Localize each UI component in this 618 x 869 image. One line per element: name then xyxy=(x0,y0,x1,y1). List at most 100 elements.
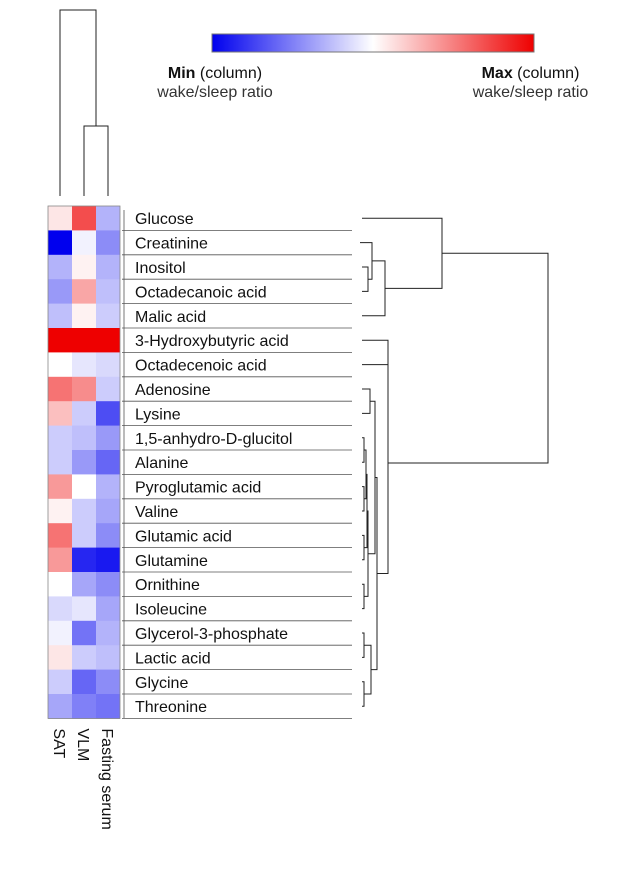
heatmap-cell xyxy=(48,401,72,427)
heatmap-cell xyxy=(96,303,120,329)
heatmap-cell xyxy=(72,596,96,622)
dendrogram-branch xyxy=(362,583,365,610)
legend-gradient-bar xyxy=(211,33,535,53)
dendrogram-branch xyxy=(362,260,386,317)
heatmap-cell xyxy=(96,547,120,573)
heatmap-cell xyxy=(48,694,72,719)
heatmap-border xyxy=(47,205,121,719)
heatmap-cell xyxy=(48,254,72,280)
heatmap-cell xyxy=(48,206,72,231)
heatmap-cell xyxy=(72,474,96,500)
dendrogram-branch xyxy=(371,476,378,671)
heatmap-cell xyxy=(96,474,120,500)
column-dendrogram xyxy=(59,9,109,196)
heatmap-cell xyxy=(72,230,96,256)
heatmap-cell xyxy=(72,328,96,353)
heatmap-cell xyxy=(72,303,96,329)
heatmap-cell xyxy=(72,523,96,549)
dendrogram-branch xyxy=(362,681,365,707)
dendrogram-branch xyxy=(362,534,365,561)
heatmap-cell xyxy=(96,572,120,597)
dendrogram-branch xyxy=(362,632,365,658)
row-label: Threonine xyxy=(135,699,207,716)
row-label: Valine xyxy=(135,504,178,521)
heatmap-cell xyxy=(96,254,120,280)
heatmap-cell xyxy=(72,206,96,231)
heatmap-cell xyxy=(72,572,96,597)
dendrogram-branch xyxy=(362,339,389,366)
row-dendrogram xyxy=(360,217,549,707)
legend-max-title: Max xyxy=(481,65,513,82)
heatmap-cell xyxy=(72,669,96,695)
heatmap-cell xyxy=(96,279,120,305)
dendrogram-branch xyxy=(360,242,373,280)
row-label: Glucose xyxy=(135,211,194,228)
row-label: Lysine xyxy=(135,406,181,423)
row-label: Creatinine xyxy=(135,236,208,253)
row-label: Octadecenoic acid xyxy=(135,358,267,375)
heatmap-cell xyxy=(48,596,72,622)
dendrogram-branch xyxy=(362,437,365,463)
row-label: Inositol xyxy=(135,260,186,277)
heatmap-cell xyxy=(96,352,120,378)
heatmap-cell xyxy=(48,474,72,500)
heatmap-cell xyxy=(96,645,120,671)
row-label: Glycine xyxy=(135,675,188,692)
heatmap-cell xyxy=(48,303,72,329)
heatmap-cells xyxy=(47,205,121,719)
heatmap-cell xyxy=(72,401,96,427)
heatmap-cell xyxy=(48,498,72,524)
row-label: Glutamine xyxy=(135,553,208,570)
legend-min-sub: wake/sleep ratio xyxy=(157,84,273,101)
heatmap-cell xyxy=(72,498,96,524)
heatmap-cell xyxy=(96,498,120,524)
heatmap-cell xyxy=(48,620,72,646)
heatmap-cell xyxy=(48,230,72,256)
heatmap-cell xyxy=(48,450,72,475)
heatmap-cell xyxy=(72,279,96,305)
row-label: Octadecanoic acid xyxy=(135,284,267,301)
heatmap-cell xyxy=(96,596,120,622)
row-label: Pyroglutamic acid xyxy=(135,480,261,497)
dendrogram-branch xyxy=(83,125,109,196)
heatmap-cell xyxy=(96,620,120,646)
heatmap-cell xyxy=(48,279,72,305)
heatmap-cell xyxy=(48,328,72,353)
heatmap-cell xyxy=(96,450,120,475)
heatmap-cell xyxy=(72,376,96,402)
heatmap-cell xyxy=(96,376,120,402)
heatmap-cell xyxy=(96,401,120,427)
row-label: Ornithine xyxy=(135,577,200,594)
heatmap-cell xyxy=(96,230,120,256)
dendrogram-branch xyxy=(364,644,372,695)
row-label: Lactic acid xyxy=(135,650,211,667)
heatmap-cell xyxy=(72,425,96,451)
heatmap-cell xyxy=(96,425,120,451)
heatmap-cell xyxy=(96,523,120,549)
row-labels: Glucose Creatinine Inositol Octadecanoic ac… xyxy=(122,210,352,719)
column-label: Fasting serum xyxy=(98,728,115,829)
heatmap-cell xyxy=(72,450,96,475)
heatmap-cell xyxy=(72,620,96,646)
legend-min-label: Min (column) wake/sleep ratio xyxy=(140,64,290,102)
legend-max-suffix: (column) xyxy=(512,65,580,82)
dendrogram-branch xyxy=(362,388,371,414)
heatmap-cell xyxy=(72,547,96,573)
dendrogram-branch xyxy=(362,266,369,292)
heatmap-cell xyxy=(96,669,120,695)
heatmap-cell xyxy=(48,645,72,671)
heatmap-cell xyxy=(72,694,96,719)
column-label: SAT xyxy=(50,728,67,758)
row-label: Adenosine xyxy=(135,382,211,399)
dendrogram-branch xyxy=(388,252,549,464)
row-label: 1,5-anhydro-D-glucitol xyxy=(135,431,292,448)
dendrogram-branch xyxy=(362,486,365,512)
heatmap-cell xyxy=(48,572,72,597)
heatmap-cell xyxy=(48,352,72,378)
dendrogram-branch xyxy=(362,217,443,289)
column-label: VLM xyxy=(74,728,91,761)
heatmap-cell xyxy=(48,547,72,573)
heatmap-cell xyxy=(48,376,72,402)
row-label: Malic acid xyxy=(135,309,206,326)
